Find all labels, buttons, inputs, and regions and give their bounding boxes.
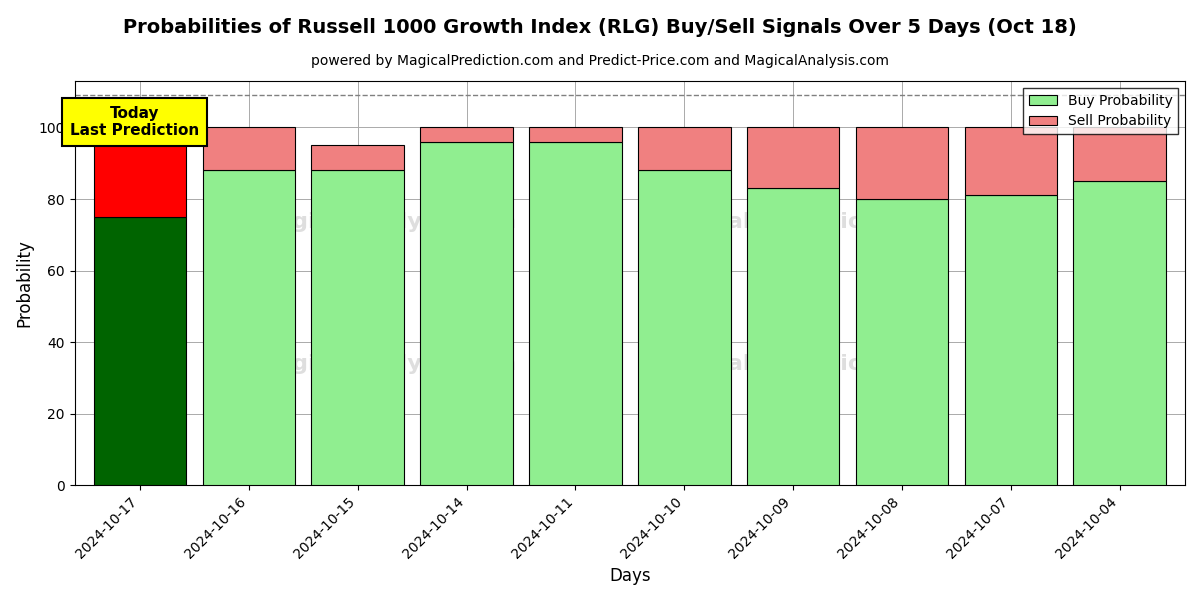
- Y-axis label: Probability: Probability: [16, 239, 34, 327]
- Text: Probabilities of Russell 1000 Growth Index (RLG) Buy/Sell Signals Over 5 Days (O: Probabilities of Russell 1000 Growth Ind…: [124, 18, 1076, 37]
- Text: MagicalPrediction.com: MagicalPrediction.com: [654, 212, 940, 232]
- Bar: [420, 142, 512, 485]
- Bar: [529, 127, 622, 142]
- Text: powered by MagicalPrediction.com and Predict-Price.com and MagicalAnalysis.com: powered by MagicalPrediction.com and Pre…: [311, 54, 889, 68]
- Bar: [1074, 127, 1166, 181]
- Bar: [203, 127, 295, 170]
- Bar: [965, 196, 1057, 485]
- Bar: [746, 127, 839, 188]
- Legend: Buy Probability, Sell Probability: Buy Probability, Sell Probability: [1024, 88, 1178, 134]
- X-axis label: Days: Days: [610, 567, 650, 585]
- Bar: [746, 188, 839, 485]
- Bar: [638, 127, 731, 170]
- Bar: [965, 127, 1057, 196]
- Text: Today
Last Prediction: Today Last Prediction: [70, 106, 199, 139]
- Bar: [94, 217, 186, 485]
- Bar: [638, 170, 731, 485]
- Bar: [856, 199, 948, 485]
- Text: MagicalAnalysis.com: MagicalAnalysis.com: [254, 354, 516, 374]
- Bar: [203, 170, 295, 485]
- Bar: [312, 170, 404, 485]
- Text: MagicalAnalysis.com: MagicalAnalysis.com: [254, 212, 516, 232]
- Text: MagicalPrediction.com: MagicalPrediction.com: [654, 354, 940, 374]
- Bar: [529, 142, 622, 485]
- Bar: [1074, 181, 1166, 485]
- Bar: [94, 127, 186, 217]
- Bar: [856, 127, 948, 199]
- Bar: [420, 127, 512, 142]
- Bar: [312, 145, 404, 170]
